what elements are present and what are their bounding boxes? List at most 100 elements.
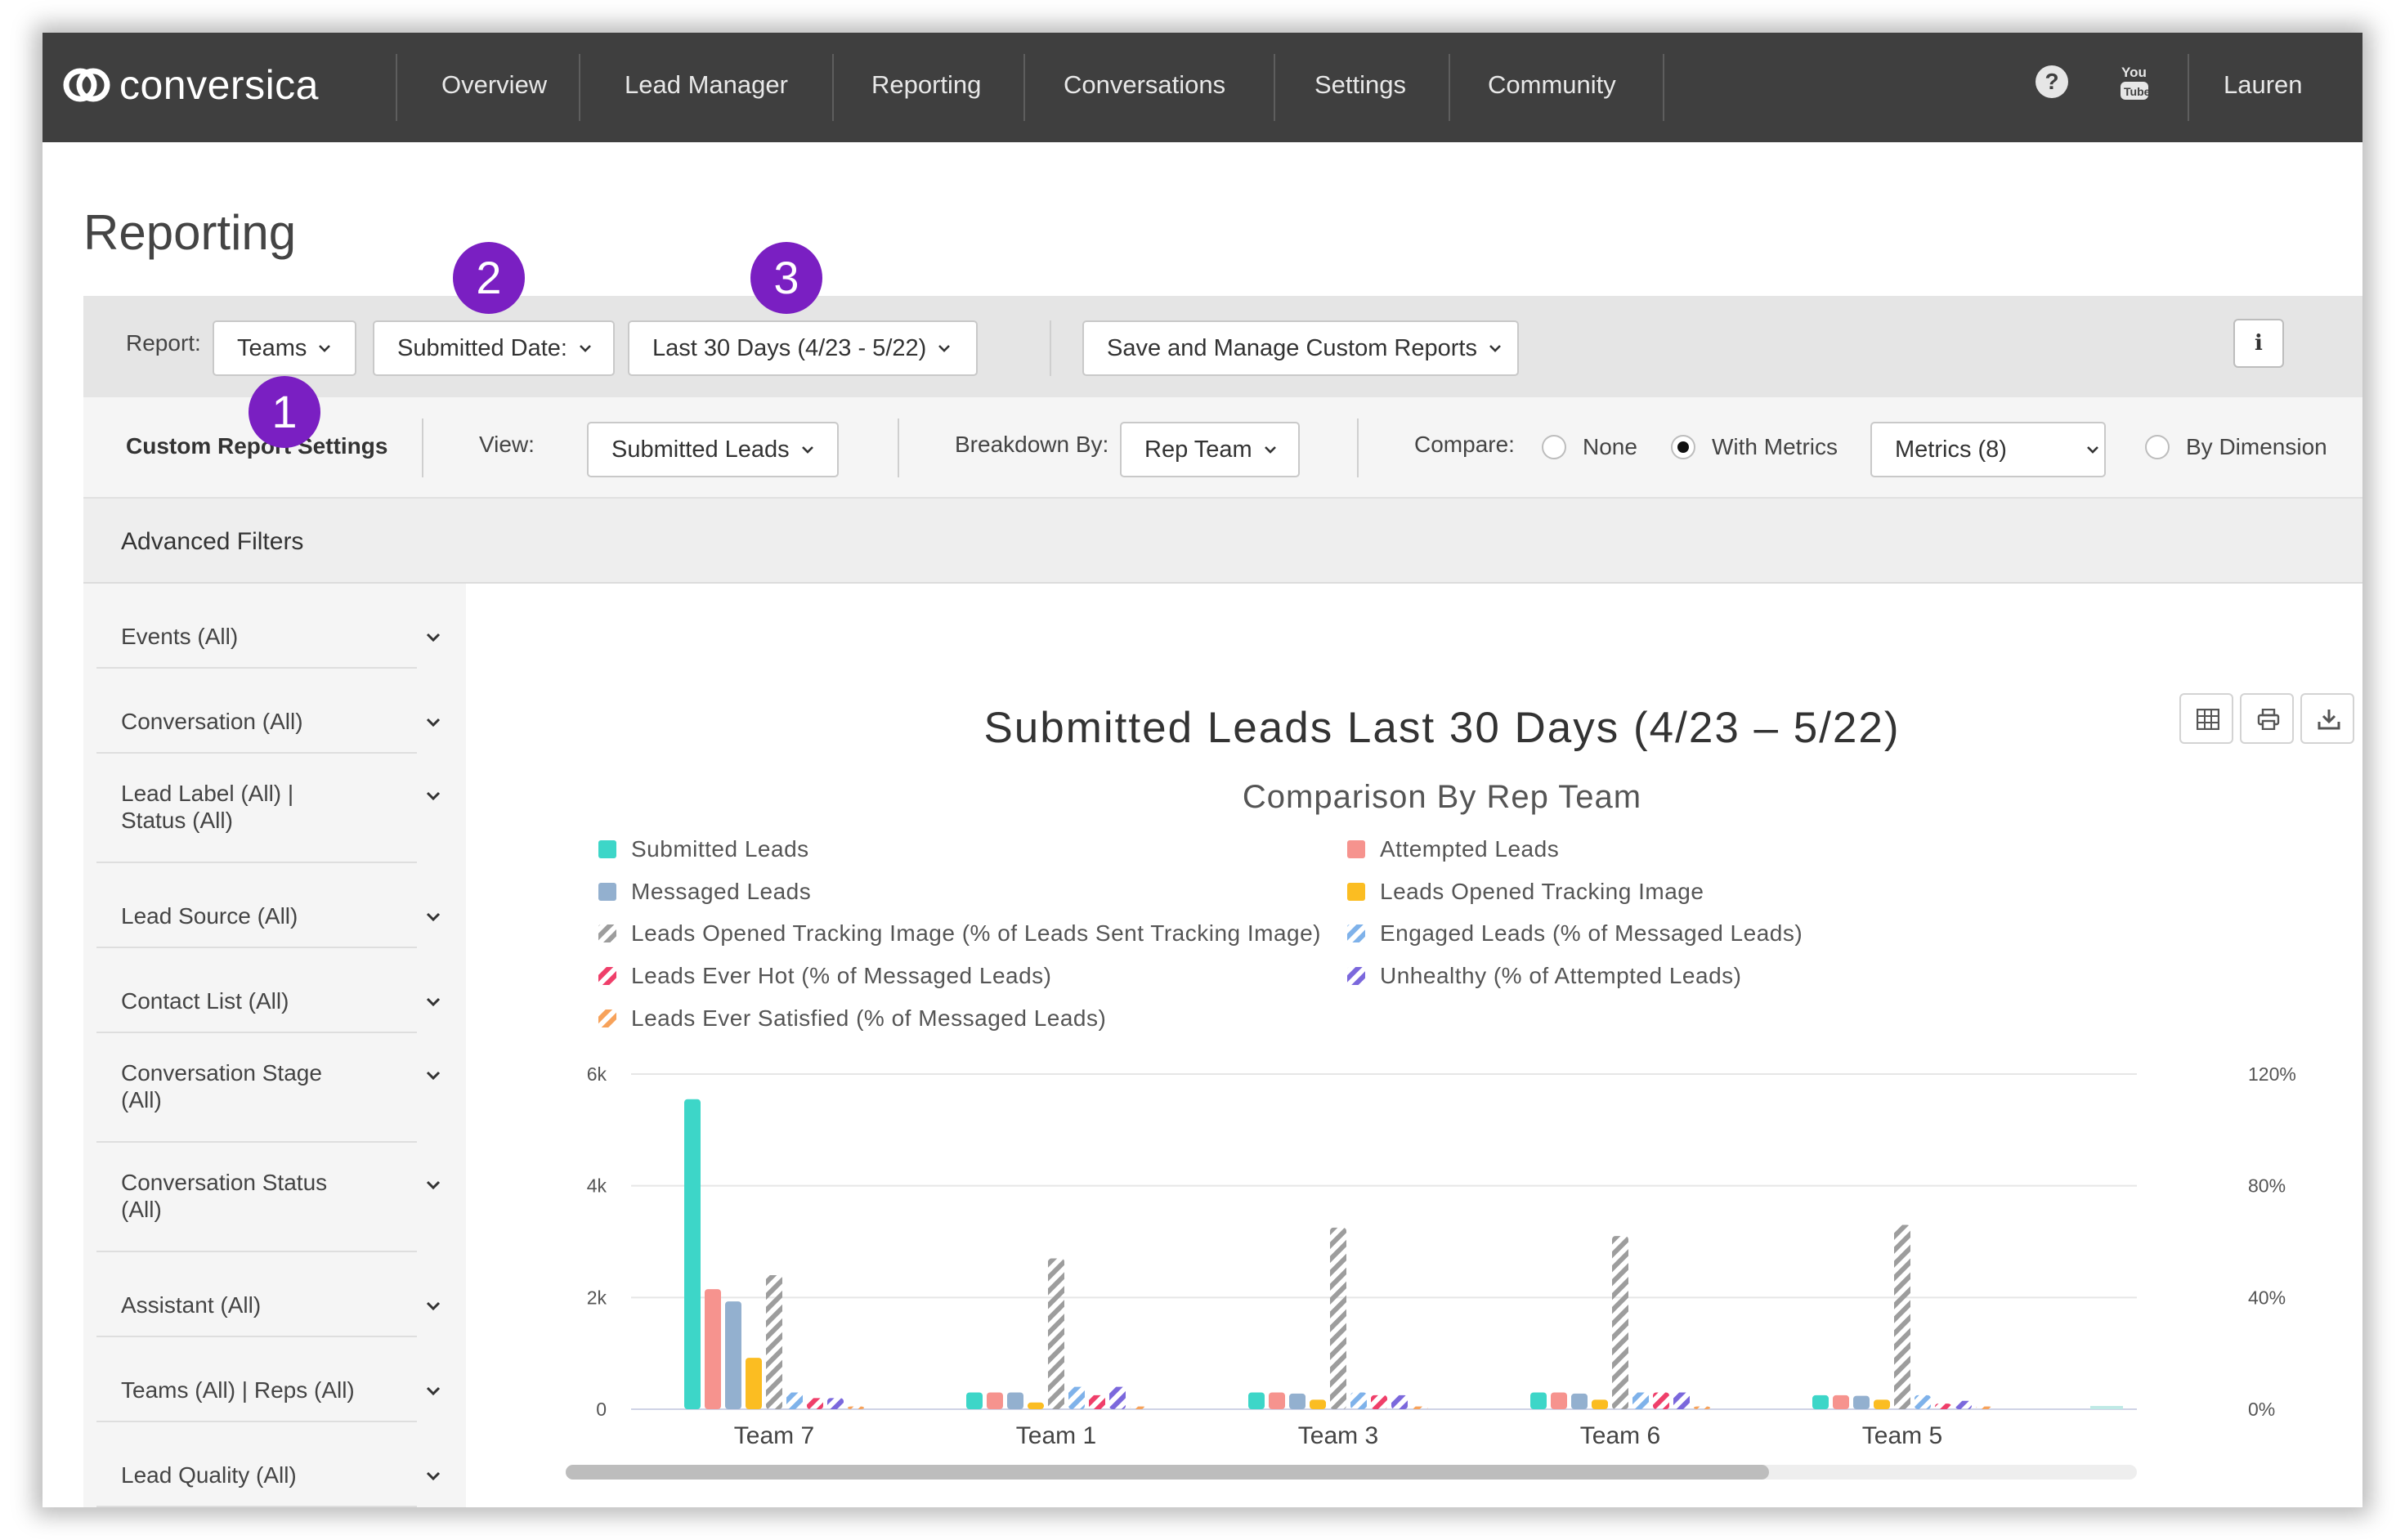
legend-swatch: [598, 883, 616, 901]
settings-divider: [422, 419, 423, 477]
x-tick-label: Team 6: [1580, 1422, 1660, 1449]
filter-label-line: Contact List (All): [121, 988, 289, 1014]
legend-swatch: [1347, 840, 1365, 858]
bar: [1048, 1258, 1064, 1409]
chevron-down-icon: [426, 791, 441, 801]
y-tick-right: 120%: [2248, 1063, 2296, 1085]
filter-item[interactable]: Assistant (All): [96, 1252, 441, 1337]
youtube-icon[interactable]: You Tube: [2119, 62, 2150, 101]
nav-conversations[interactable]: Conversations: [1064, 70, 1226, 99]
filter-item[interactable]: Lead Source (All): [96, 863, 441, 948]
filter-item[interactable]: Teams (All) | Reps (All): [96, 1337, 441, 1422]
brand-logo[interactable]: conversica: [60, 52, 319, 118]
nav-settings[interactable]: Settings: [1314, 70, 1407, 99]
nav-reporting[interactable]: Reporting: [871, 70, 982, 99]
filter-label-line: Lead Source (All): [121, 903, 298, 929]
chart-title: Submitted Leads Last 30 Days (4/23 – 5/2…: [983, 704, 1900, 752]
filter-item[interactable]: Conversation Status (All): [96, 1143, 441, 1252]
filter-item[interactable]: Conversation Stage (All): [96, 1033, 441, 1143]
bar: [1592, 1399, 1608, 1409]
table-view-button[interactable]: [2179, 693, 2233, 744]
report-toolbar: Report: Teams Submitted Date: Last 30 Da…: [83, 296, 2362, 397]
bar: [1915, 1395, 1931, 1409]
bar: [1673, 1392, 1690, 1409]
chevron-down-icon: [2087, 446, 2098, 454]
compare-by-dimension-radio[interactable]: [2145, 435, 2170, 459]
compare-none-label: None: [1583, 434, 1637, 459]
bar: [1007, 1392, 1023, 1409]
nav-lead-manager[interactable]: Lead Manager: [625, 70, 788, 99]
bar: [1874, 1399, 1890, 1409]
chevron-down-icon: [801, 446, 813, 454]
bar: [1391, 1395, 1408, 1409]
bar: [766, 1275, 782, 1409]
filter-label-line: Conversation Status: [121, 1170, 328, 1195]
compare-with-metrics-label: With Metrics: [1712, 434, 1838, 459]
filter-label-line: Conversation Stage: [121, 1060, 322, 1086]
bar: [966, 1392, 983, 1409]
annotation-badge-3: 3: [750, 242, 822, 314]
legend-label: Leads Ever Hot (% of Messaged Leads): [631, 963, 1051, 988]
bar: [848, 1406, 864, 1409]
chart-scrollbar-thumb[interactable]: [566, 1465, 1769, 1480]
nav-overview[interactable]: Overview: [441, 70, 548, 99]
filter-label-line: Events (All): [121, 624, 239, 649]
custom-reports-dropdown[interactable]: Save and Manage Custom Reports: [1082, 320, 1519, 376]
legend-label: Unhealthy (% of Attempted Leads): [1380, 963, 1741, 988]
user-menu[interactable]: Lauren: [2224, 70, 2303, 99]
help-icon[interactable]: ?: [2036, 65, 2068, 98]
print-icon: [2257, 709, 2280, 730]
download-button[interactable]: [2300, 693, 2354, 744]
y-tick-left: 2k: [587, 1287, 607, 1308]
y-tick-right: 40%: [2248, 1287, 2286, 1308]
advanced-filters-sidebar: Events (All) Conversation (All) Lead Label…: [83, 584, 466, 1507]
legend-swatch: [598, 1010, 616, 1027]
chevron-down-icon: [1264, 446, 1276, 454]
view-dropdown[interactable]: Submitted Leads: [587, 422, 839, 477]
bar: [1028, 1402, 1044, 1409]
svg-text:You: You: [2121, 65, 2147, 80]
date-field-dropdown[interactable]: Submitted Date:: [373, 320, 615, 376]
legend-label: Engaged Leads (% of Messaged Leads): [1380, 920, 1803, 946]
chevron-down-icon: [426, 1386, 441, 1396]
bar: [1571, 1393, 1588, 1409]
compare-with-metrics-radio[interactable]: [1671, 435, 1695, 459]
filter-item[interactable]: Events (All): [96, 584, 441, 669]
metrics-dropdown[interactable]: Metrics (8): [1870, 422, 2106, 477]
bar: [1976, 1406, 1992, 1409]
filter-item[interactable]: Contact List (All): [96, 948, 441, 1033]
settings-divider: [898, 419, 899, 477]
bar: [827, 1398, 844, 1409]
info-button[interactable]: i: [2233, 319, 2284, 368]
svg-text:Tube: Tube: [2124, 85, 2150, 98]
chart: Submitted Leads Last 30 Days (4/23 – 5/2…: [566, 704, 2296, 1480]
bar: [746, 1358, 762, 1409]
y-tick-right: 0%: [2248, 1399, 2275, 1420]
bar: [1330, 1227, 1346, 1409]
breakdown-dropdown[interactable]: Rep Team: [1120, 422, 1300, 477]
bar: [1412, 1406, 1428, 1409]
bar: [705, 1289, 721, 1409]
compare-none-radio[interactable]: [1542, 435, 1566, 459]
nav-community[interactable]: Community: [1488, 70, 1616, 99]
y-tick-left: 0: [596, 1399, 607, 1420]
bar: [1068, 1386, 1085, 1409]
print-button[interactable]: [2240, 693, 2294, 744]
filter-item[interactable]: Lead Quality (All): [96, 1422, 441, 1507]
custom-report-settings-title: Custom Report Settings: [126, 433, 388, 459]
report-type-dropdown[interactable]: Teams: [213, 320, 356, 376]
page-title: Reporting: [83, 205, 297, 260]
chevron-down-icon: [426, 912, 441, 922]
nav-divider: [1663, 54, 1664, 121]
date-range-dropdown[interactable]: Last 30 Days (4/23 - 5/22): [628, 320, 978, 376]
legend-label: Leads Opened Tracking Image (% of Leads …: [631, 920, 1321, 946]
report-type-value: Teams: [237, 334, 307, 361]
compare-by-dimension-label: By Dimension: [2186, 434, 2327, 459]
chevron-down-icon: [426, 1471, 441, 1481]
advanced-filters-header[interactable]: Advanced Filters: [83, 499, 2362, 584]
bar: [807, 1398, 823, 1409]
bar: [1248, 1392, 1265, 1409]
nav-divider: [2188, 54, 2189, 121]
filter-item[interactable]: Lead Label (All) | Status (All): [96, 754, 441, 863]
filter-item[interactable]: Conversation (All): [96, 669, 441, 754]
